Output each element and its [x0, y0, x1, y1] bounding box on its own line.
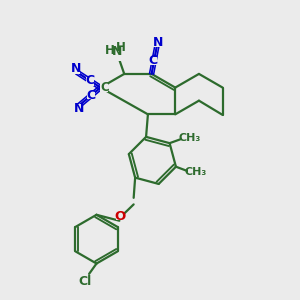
- Bar: [79, 277, 91, 286]
- Bar: [86, 77, 94, 86]
- Text: N: N: [74, 102, 84, 115]
- Bar: [74, 104, 83, 112]
- Text: C: C: [149, 54, 158, 67]
- Bar: [100, 83, 108, 92]
- Text: CH₃: CH₃: [184, 167, 206, 177]
- Bar: [87, 91, 95, 100]
- Bar: [148, 57, 157, 65]
- Text: C: C: [85, 74, 95, 87]
- Text: N: N: [153, 36, 163, 49]
- Text: Cl: Cl: [78, 275, 91, 288]
- Bar: [105, 44, 124, 61]
- Bar: [188, 168, 203, 176]
- Text: C: C: [100, 81, 109, 94]
- Bar: [182, 134, 197, 142]
- Bar: [153, 38, 162, 47]
- Text: H: H: [116, 41, 126, 54]
- Text: H: H: [105, 44, 115, 57]
- Text: O: O: [115, 210, 126, 223]
- Text: N: N: [71, 62, 82, 75]
- Bar: [72, 65, 80, 74]
- Text: CH₃: CH₃: [178, 133, 201, 143]
- Text: C: C: [86, 88, 96, 101]
- Text: N: N: [112, 45, 123, 58]
- Bar: [116, 212, 124, 220]
